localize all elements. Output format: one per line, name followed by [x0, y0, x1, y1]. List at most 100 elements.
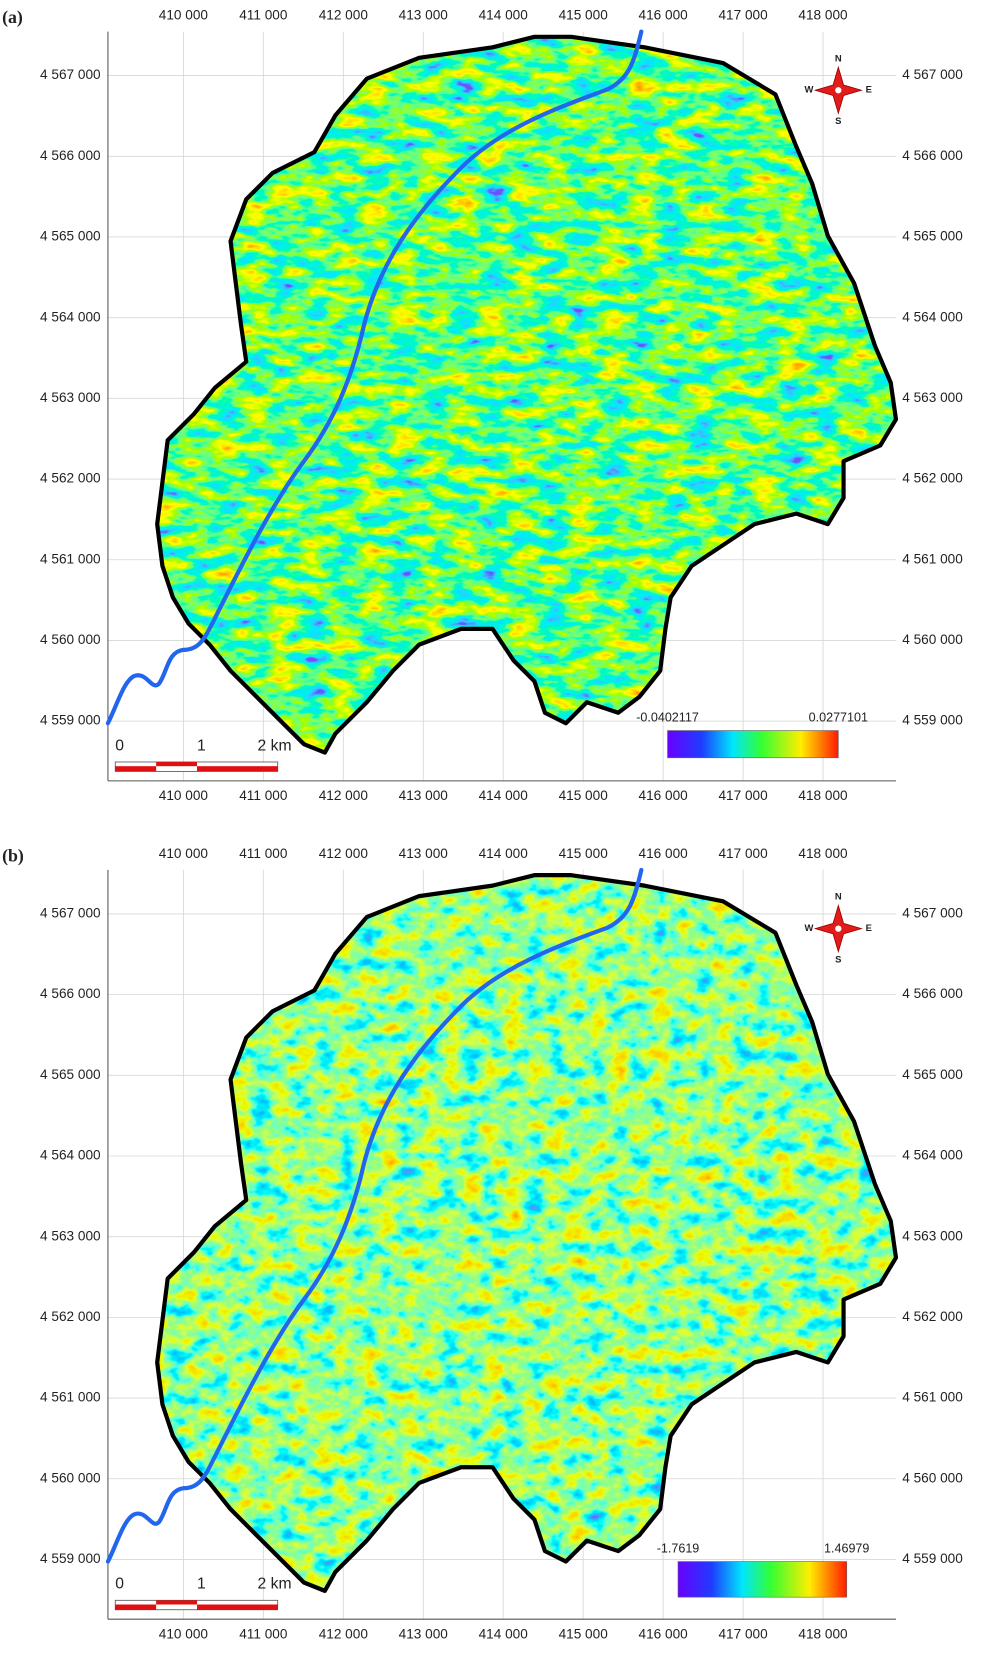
x-tick-label: 415 000	[559, 7, 609, 22]
y-tick-label: 4 560 000	[902, 632, 963, 647]
legend-colorbar	[678, 1562, 847, 1598]
x-tick-label: 413 000	[399, 7, 449, 22]
scale-bar-label: 1	[197, 1576, 206, 1593]
legend-min: -0.0402117	[636, 710, 699, 724]
compass-letter: E	[866, 922, 872, 933]
x-tick-label: 416 000	[639, 7, 689, 22]
x-tick-label: 417 000	[718, 7, 768, 22]
scale-bar-segment	[115, 1605, 156, 1610]
y-tick-label: 4 564 000	[902, 309, 963, 324]
map-raster	[147, 32, 902, 766]
x-tick-label: 410 000	[159, 1626, 209, 1641]
x-tick-label: 411 000	[239, 1626, 288, 1641]
x-tick-label: 413 000	[399, 788, 449, 803]
y-tick-label: 4 564 000	[40, 1148, 101, 1163]
y-tick-label: 4 567 000	[902, 906, 963, 921]
y-tick-label: 4 562 000	[40, 1309, 101, 1324]
scale-bar-segment	[156, 1600, 197, 1604]
y-tick-label: 4 566 000	[40, 986, 101, 1001]
map-panel: (b) 410 000 410 000 411 000 411 000 412 000 41…	[2, 845, 963, 1641]
x-tick-label: 417 000	[718, 788, 768, 803]
y-tick-label: 4 559 000	[902, 713, 963, 728]
scale-bar-segment	[156, 762, 197, 766]
scale-bar-segment	[197, 1605, 278, 1610]
compass-letter: E	[866, 84, 872, 95]
x-tick-label: 413 000	[399, 846, 449, 861]
scale-bar-label: 2 km	[258, 1576, 292, 1593]
x-tick-label: 418 000	[798, 7, 848, 22]
x-tick-label: 412 000	[319, 7, 369, 22]
y-tick-label: 4 563 000	[40, 390, 101, 405]
x-tick-label: 414 000	[479, 788, 529, 803]
legend-max: 1.46979	[824, 1541, 869, 1555]
scale-bar-segment	[197, 766, 278, 771]
x-tick-label: 418 000	[798, 846, 848, 861]
y-tick-label: 4 562 000	[902, 471, 963, 486]
scale-bar-label: 2 km	[258, 737, 292, 754]
y-tick-label: 4 565 000	[902, 229, 963, 244]
x-tick-label: 416 000	[639, 1626, 689, 1641]
x-tick-label: 412 000	[319, 788, 369, 803]
page: {"panels":[ {"label":"(a)","x_ticks":["4…	[0, 0, 1006, 1656]
map-raster	[147, 870, 902, 1604]
x-tick-label: 414 000	[479, 1626, 529, 1641]
y-tick-label: 4 560 000	[902, 1470, 963, 1485]
legend-max: 0.0277101	[809, 710, 868, 724]
x-tick-label: 411 000	[239, 846, 288, 861]
y-tick-label: 4 566 000	[902, 148, 963, 163]
x-tick-label: 416 000	[639, 788, 689, 803]
x-tick-label: 413 000	[399, 1626, 449, 1641]
y-tick-label: 4 561 000	[902, 551, 963, 566]
compass-center	[835, 87, 841, 93]
y-tick-label: 4 564 000	[902, 1148, 963, 1163]
y-tick-label: 4 559 000	[40, 713, 101, 728]
scale-bar-label: 0	[115, 1576, 124, 1593]
compass-letter: N	[835, 891, 842, 902]
x-tick-label: 412 000	[319, 1626, 369, 1641]
y-tick-label: 4 566 000	[902, 986, 963, 1001]
x-tick-label: 414 000	[479, 846, 529, 861]
compass-letter: S	[835, 954, 841, 965]
y-tick-label: 4 566 000	[40, 148, 101, 163]
y-tick-label: 4 564 000	[40, 309, 101, 324]
x-tick-label: 415 000	[559, 846, 609, 861]
scale-bar-label: 0	[115, 737, 124, 754]
y-tick-label: 4 559 000	[40, 1551, 101, 1566]
y-tick-label: 4 562 000	[40, 471, 101, 486]
x-tick-label: 418 000	[798, 1626, 848, 1641]
y-tick-label: 4 563 000	[902, 1228, 963, 1243]
y-tick-label: 4 561 000	[40, 551, 101, 566]
y-tick-label: 4 563 000	[902, 390, 963, 405]
y-tick-label: 4 567 000	[902, 67, 963, 82]
figure: (a)410 000410 000411 000411 000412 00041…	[0, 0, 1006, 1656]
y-tick-label: 4 565 000	[40, 1067, 101, 1082]
y-tick-label: 4 567 000	[40, 67, 101, 82]
x-tick-label: 418 000	[798, 788, 848, 803]
x-tick-label: 411 000	[239, 7, 288, 22]
y-tick-label: 4 562 000	[902, 1309, 963, 1324]
scale-bar-segment	[115, 766, 156, 771]
compass-center	[835, 925, 841, 931]
y-tick-label: 4 561 000	[40, 1390, 101, 1405]
compass-letter: W	[805, 922, 814, 933]
compass-letter: W	[805, 84, 814, 95]
y-tick-label: 4 560 000	[40, 632, 101, 647]
y-tick-label: 4 560 000	[40, 1470, 101, 1485]
panel-label: (b)	[2, 845, 24, 866]
x-tick-label: 411 000	[239, 788, 288, 803]
compass-letter: S	[835, 115, 841, 126]
x-tick-label: 417 000	[718, 846, 768, 861]
legend-min: -1.7619	[657, 1541, 700, 1555]
y-tick-label: 4 563 000	[40, 1228, 101, 1243]
y-tick-label: 4 559 000	[902, 1551, 963, 1566]
y-tick-label: 4 565 000	[40, 229, 101, 244]
y-tick-label: 4 565 000	[902, 1067, 963, 1082]
x-tick-label: 410 000	[159, 788, 209, 803]
x-tick-label: 412 000	[319, 846, 369, 861]
legend-colorbar	[668, 731, 839, 758]
compass-letter: N	[835, 52, 842, 63]
x-tick-label: 410 000	[159, 846, 209, 861]
x-tick-label: 415 000	[559, 788, 609, 803]
x-tick-label: 417 000	[718, 1626, 768, 1641]
